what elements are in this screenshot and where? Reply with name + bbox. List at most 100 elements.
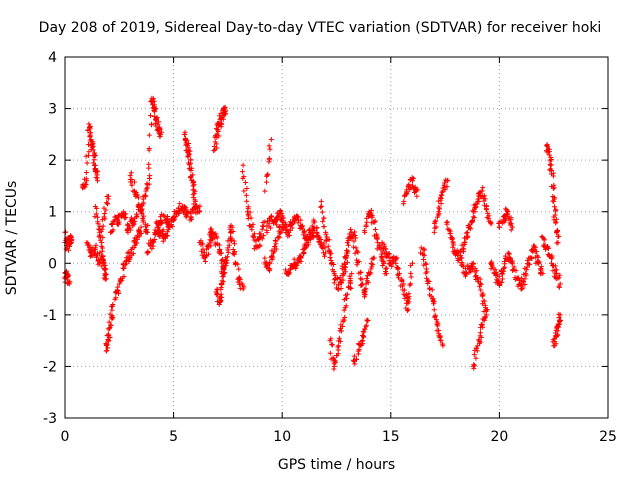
data-point [274,222,280,228]
data-point [130,251,136,257]
data-point [301,228,307,234]
data-point [244,198,250,204]
data-point [540,271,546,277]
data-point [149,99,155,105]
data-point [106,326,112,332]
data-point [349,271,355,277]
data-point [311,227,317,233]
data-point [171,216,177,222]
data-point [505,212,511,218]
data-point [536,259,542,265]
data-point [190,180,196,186]
data-point [351,238,357,244]
data-point [463,230,469,236]
data-point [479,321,485,327]
data-point [432,220,438,226]
data-point [498,218,504,224]
data-point [108,322,114,328]
data-point [216,242,222,248]
data-point [236,276,242,282]
data-point [205,242,211,248]
data-point [218,291,224,297]
data-point [444,184,450,190]
data-point [156,124,162,130]
data-point [550,198,556,204]
data-point [272,238,278,244]
data-point [468,226,474,232]
data-point [372,219,378,225]
data-point [68,241,74,247]
data-point [353,357,359,363]
data-point [435,321,441,327]
data-point [480,298,486,304]
data-point [92,245,98,251]
data-point [102,271,108,277]
data-point [555,240,561,246]
data-point [347,277,353,283]
data-point [344,247,350,253]
data-point [228,229,234,235]
data-point [102,216,108,222]
data-point [192,188,198,194]
data-point [465,262,471,268]
data-point [184,148,190,154]
data-point [156,222,162,228]
data-point [483,307,489,313]
data-point [420,251,426,257]
data-point [323,238,329,244]
data-point [438,337,444,343]
data-point [367,210,373,216]
data-point [267,261,273,267]
data-point [360,328,366,334]
data-point [83,153,89,159]
data-point [353,245,359,251]
data-point [113,295,119,301]
data-point [408,281,414,287]
data-point [435,214,441,220]
data-point [189,206,195,212]
data-point [89,142,95,148]
data-point [93,242,99,248]
data-point [335,344,341,350]
data-point [278,216,284,222]
data-point [547,158,553,164]
data-point [266,265,272,271]
x-tick-label: 0 [61,429,70,445]
data-point [394,255,400,261]
data-point [483,206,489,212]
data-point [410,260,416,266]
data-point [69,240,75,246]
data-point [138,207,144,213]
data-point [338,279,344,285]
data-point [442,187,448,193]
data-point [187,175,193,181]
data-point [266,221,272,227]
grid-lines [64,56,609,419]
data-point [95,168,101,174]
data-point [240,286,246,292]
data-point [220,266,226,272]
data-point [185,208,191,214]
data-point [538,267,544,273]
data-point [361,329,367,335]
data-point [482,314,488,320]
data-point [553,219,559,225]
data-point [101,260,107,266]
data-point [436,198,442,204]
data-point [258,231,264,237]
data-point [551,204,557,210]
data-point [266,155,272,161]
data-point [424,269,430,275]
data-point [523,272,529,278]
data-point [233,260,239,266]
data-point [421,247,427,253]
data-point [216,302,222,308]
data-point [433,317,439,323]
data-point [374,234,380,240]
data-point [354,262,360,268]
data-point [246,213,252,219]
data-point [123,214,129,220]
data-point [90,147,96,153]
data-point [331,366,337,372]
data-point [223,111,229,117]
